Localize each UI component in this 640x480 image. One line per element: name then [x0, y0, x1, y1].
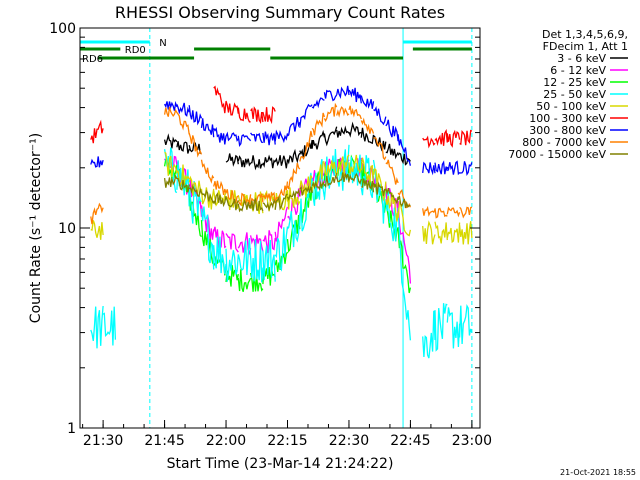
legend-label-800-7000-kev: 800 - 7000 keV [522, 136, 606, 149]
legend-label-100-300-kev: 100 - 300 keV [529, 112, 606, 125]
series-line-100-300-kev [90, 85, 473, 149]
x-tick-label-21-30: 21:30 [83, 433, 123, 449]
legend-label-12-25-kev: 12 - 25 keV [543, 76, 606, 89]
x-tick-label-22-00: 22:00 [206, 433, 246, 449]
y-axis-label: Count Rate (s⁻¹ detector⁻¹) [28, 133, 44, 323]
legend-label-50-100-kev: 50 - 100 keV [536, 100, 606, 113]
x-tick-label-21-45: 21:45 [144, 433, 184, 449]
legend-header-2: FDecim 1, Att 1 [543, 40, 628, 53]
series-line-7000-15000-kev [163, 172, 411, 213]
flag-label-rd6: RD6 [82, 54, 103, 65]
plot-area: N RD0 RD6 [79, 28, 473, 428]
x-tick-label-22-30: 22:30 [329, 433, 369, 449]
series-line-25-50-kev [90, 144, 473, 359]
series-line-800-7000-kev [90, 102, 473, 225]
chart-title: RHESSI Observing Summary Count Rates [115, 3, 445, 22]
legend-label-25-50-kev: 25 - 50 keV [543, 88, 606, 101]
x-axis-label: Start Time (23-Mar-14 21:24:22) [167, 456, 394, 472]
flag-label-rd0: RD0 [125, 45, 146, 56]
series-line-300-800-kev [90, 85, 473, 176]
legend-label-6-12-kev: 6 - 12 keV [550, 64, 606, 77]
x-tick-label-22-15: 22:15 [267, 433, 307, 449]
footer-timestamp: 21-Oct-2021 18:55 [560, 468, 636, 477]
y-tick-label-100: 100 [49, 21, 76, 37]
x-tick-label-23-00: 23:00 [452, 433, 492, 449]
legend-label-7000-15000-kev: 7000 - 15000 keV [508, 148, 606, 161]
legend-label-300-800-kev: 300 - 800 keV [529, 124, 606, 137]
legend: Det 1,3,4,5,6,9,FDecim 1, Att 13 - 6 keV… [508, 28, 628, 161]
y-tick-label-10: 10 [58, 221, 76, 237]
y-tick-label-1: 1 [67, 421, 76, 437]
legend-label-3-6-kev: 3 - 6 keV [557, 52, 606, 65]
series-line-3-6-kev [163, 121, 411, 171]
series-line-50-100-kev [90, 151, 473, 245]
flag-label-n: N [159, 38, 166, 49]
axes: 21:30 21:45 22:00 22:15 22:30 22:45 23:00 1 10 10… [49, 21, 492, 449]
x-tick-label-22-45: 22:45 [390, 433, 430, 449]
legend-header-1: Det 1,3,4,5,6,9, [542, 28, 628, 41]
plot-frame [79, 27, 481, 429]
